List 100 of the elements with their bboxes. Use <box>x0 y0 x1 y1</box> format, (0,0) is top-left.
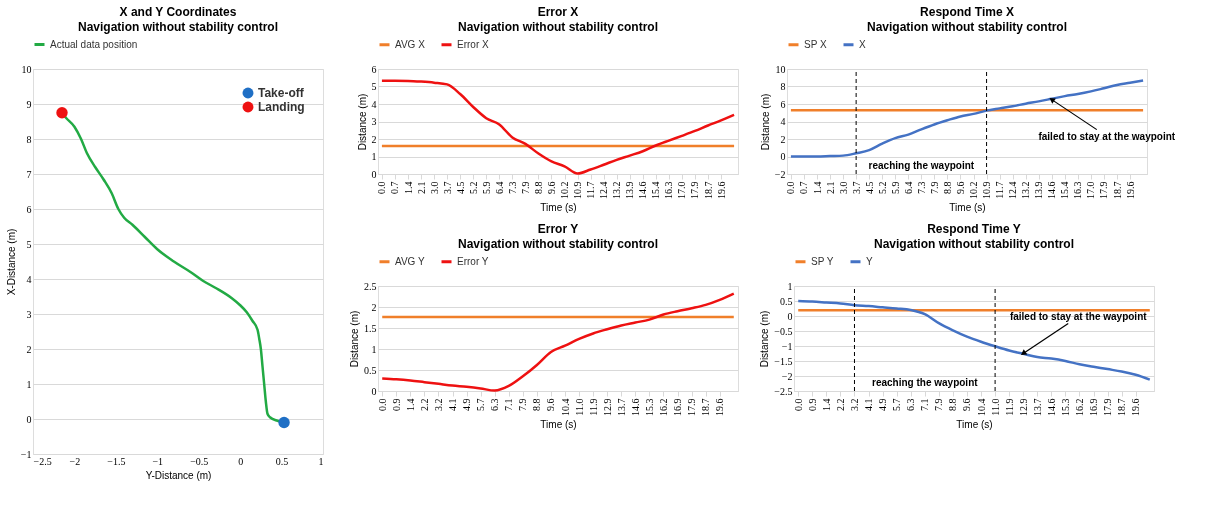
x-tick-label: 18.7 <box>1116 398 1128 416</box>
line-series <box>380 79 736 175</box>
x-tick-label: 16.2 <box>1073 398 1085 416</box>
x-tick-label: 17.9 <box>689 181 701 199</box>
x-axis-title: Time (s) <box>956 419 993 430</box>
y-tick-label: 0 <box>371 168 377 180</box>
x-tick-label: 18.7 <box>1111 181 1123 199</box>
x-tick-label: 4.9 <box>877 398 889 411</box>
y-tick-label: 3 <box>371 116 377 127</box>
x-tick-label: 7.9 <box>517 398 529 411</box>
y-tick-label: 0 <box>780 151 786 162</box>
x-tick-label: 19.6 <box>715 181 727 199</box>
y-tick-label: 1 <box>26 378 32 390</box>
x-tick-label: 7.1 <box>503 398 515 411</box>
x-tick-label: 5.9 <box>889 181 901 194</box>
x-axis-title: Time (s) <box>540 202 577 213</box>
y-axis-title: Distance (m) <box>356 93 368 151</box>
legend-label: SP X <box>804 38 827 50</box>
x-tick-label: 16.3 <box>1072 181 1084 199</box>
y-tick-label: 4 <box>371 98 377 110</box>
x-tick-label: 14.6 <box>629 398 641 416</box>
y-tick-label: 0.5 <box>364 364 377 376</box>
x-tick-label: −2 <box>69 455 81 467</box>
y-tick-label: 5 <box>371 81 377 92</box>
x-tick-label: 10.2 <box>559 181 571 199</box>
y-tick-label: 0 <box>26 413 32 425</box>
x-tick-label: 7.9 <box>933 398 945 411</box>
x-tick-label: 6.4 <box>493 181 505 194</box>
x-tick-label: 18.7 <box>700 398 712 416</box>
x-tick-label: 13.7 <box>1031 398 1043 416</box>
x-tick-label: 2.1 <box>415 181 427 194</box>
x-tick-label: 7.3 <box>506 181 518 194</box>
annotation: reaching the waypoint <box>871 377 979 388</box>
chart-title: Respond Time X <box>920 5 1014 19</box>
x-tick-label: 1.4 <box>402 181 414 194</box>
x-tick-label: 12.4 <box>1007 181 1019 199</box>
x-tick-label: 10.4 <box>975 398 987 416</box>
y-tick-label: 2 <box>780 133 786 145</box>
x-tick-label: 3.2 <box>432 398 444 411</box>
y-tick-label: −0.5 <box>774 325 793 337</box>
x-tick-label: 4.5 <box>863 181 875 194</box>
x-tick-label: 7.9 <box>519 181 531 194</box>
x-tick-label: 15.4 <box>650 181 662 199</box>
x-tick-label: 8.8 <box>531 398 543 411</box>
x-tick-label: 5.7 <box>891 398 903 411</box>
x-tick-label: 1.4 <box>820 398 832 411</box>
x-tick-label: 9.6 <box>545 398 557 411</box>
x-tick-label: −1 <box>152 455 164 467</box>
y-tick-label: 2 <box>371 133 377 145</box>
legend-label: Actual data position <box>50 38 138 50</box>
y-axis-title: Distance (m) <box>759 93 771 151</box>
y-tick-label: 6 <box>26 203 32 215</box>
x-tick-label: 6.4 <box>902 181 914 194</box>
x-tick-label: 4.1 <box>447 398 459 411</box>
y-tick-label: 6 <box>371 63 377 75</box>
x-tick-label: 17.0 <box>1085 181 1097 199</box>
x-tick-label: 2.2 <box>834 398 846 411</box>
x-tick-label: 6.3 <box>905 398 917 411</box>
y-tick-label: −1 <box>781 340 793 352</box>
y-axis-title: X-Distance (m) <box>5 228 17 296</box>
y-tick-label: 2 <box>371 301 377 313</box>
line-series <box>380 292 736 392</box>
x-tick-label: 0.9 <box>806 398 818 411</box>
x-tick-label: 0.0 <box>792 398 804 411</box>
legend-label: SP Y <box>811 255 834 267</box>
chart-title: Respond Time Y <box>927 222 1021 236</box>
y-tick-label: 4 <box>26 273 32 285</box>
annotation: reaching the waypoint <box>868 160 975 171</box>
x-tick-label: 19.6 <box>714 398 726 416</box>
x-tick-label: 0.5 <box>275 455 289 467</box>
x-tick-label: 3.7 <box>850 181 862 194</box>
x-tick-label: 17.0 <box>676 181 688 199</box>
x-tick-label: −1.5 <box>107 455 126 467</box>
x-tick-label: 17.9 <box>1102 398 1114 416</box>
y-tick-label: 10 <box>775 63 786 75</box>
y-tick-label: 4 <box>780 116 786 127</box>
x-tick-label: 16.9 <box>1088 398 1100 416</box>
x-tick-label: 13.7 <box>615 398 627 416</box>
x-tick-label: 11.0 <box>573 398 585 416</box>
y-tick-label: 7 <box>26 168 32 180</box>
x-tick-label: 13.9 <box>624 181 636 199</box>
x-tick-label: 0.0 <box>376 181 388 194</box>
x-tick-label: 8.8 <box>532 181 544 194</box>
x-tick-label: 1.4 <box>811 181 823 194</box>
x-tick-label: 0.7 <box>798 181 810 194</box>
x-tick-label: 12.9 <box>601 398 613 416</box>
x-tick-label: 0.9 <box>390 398 402 411</box>
x-tick-label: 4.5 <box>454 181 466 194</box>
x-tick-label: 1 <box>318 455 324 467</box>
legend-label: Error Y <box>457 255 489 267</box>
y-tick-label: 9 <box>26 98 32 110</box>
x-tick-label: 0 <box>238 455 244 467</box>
y-tick-label: 5 <box>26 238 32 250</box>
x-tick-label: 15.3 <box>1059 398 1071 416</box>
y-tick-label: 1 <box>371 151 377 162</box>
x-tick-label: 2.2 <box>418 398 430 411</box>
x-tick-label: 16.9 <box>672 398 684 416</box>
x-tick-label: 7.3 <box>915 181 927 194</box>
y-tick-label: −2 <box>781 370 793 382</box>
y-tick-label: 1.5 <box>364 322 377 334</box>
